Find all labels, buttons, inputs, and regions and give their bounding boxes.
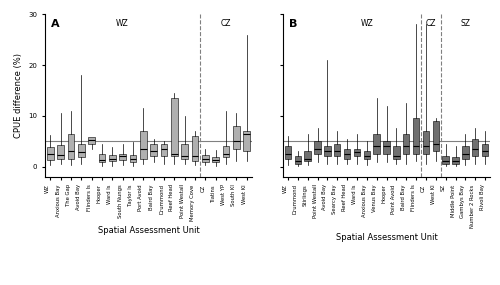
- Text: WZ: WZ: [116, 19, 129, 28]
- PathPatch shape: [120, 154, 126, 160]
- PathPatch shape: [304, 151, 311, 162]
- PathPatch shape: [354, 149, 360, 156]
- PathPatch shape: [284, 146, 291, 159]
- PathPatch shape: [432, 121, 439, 151]
- PathPatch shape: [57, 145, 64, 159]
- PathPatch shape: [150, 144, 157, 156]
- PathPatch shape: [482, 144, 488, 156]
- PathPatch shape: [212, 157, 219, 162]
- PathPatch shape: [202, 155, 209, 162]
- Text: WZ: WZ: [360, 19, 373, 28]
- Text: SZ: SZ: [460, 19, 470, 28]
- PathPatch shape: [324, 146, 330, 156]
- PathPatch shape: [47, 147, 54, 160]
- PathPatch shape: [403, 134, 409, 154]
- PathPatch shape: [88, 137, 95, 144]
- PathPatch shape: [472, 139, 478, 156]
- PathPatch shape: [192, 136, 198, 162]
- PathPatch shape: [140, 131, 146, 159]
- PathPatch shape: [334, 144, 340, 156]
- Y-axis label: CPUE difference (%): CPUE difference (%): [14, 53, 23, 138]
- PathPatch shape: [314, 141, 320, 154]
- PathPatch shape: [462, 146, 468, 159]
- PathPatch shape: [171, 98, 177, 156]
- PathPatch shape: [413, 118, 420, 154]
- PathPatch shape: [68, 134, 74, 159]
- PathPatch shape: [160, 144, 168, 156]
- Text: CZ: CZ: [426, 19, 436, 28]
- PathPatch shape: [422, 131, 429, 154]
- PathPatch shape: [98, 154, 105, 162]
- X-axis label: Spatial Assessment Unit: Spatial Assessment Unit: [336, 233, 438, 242]
- PathPatch shape: [109, 155, 116, 162]
- X-axis label: Spatial Assessment Unit: Spatial Assessment Unit: [98, 226, 200, 235]
- PathPatch shape: [233, 126, 240, 149]
- PathPatch shape: [393, 146, 400, 159]
- PathPatch shape: [374, 134, 380, 154]
- Text: B: B: [289, 19, 298, 29]
- PathPatch shape: [344, 149, 350, 159]
- PathPatch shape: [364, 151, 370, 159]
- PathPatch shape: [294, 156, 301, 164]
- Text: CZ: CZ: [221, 19, 232, 28]
- PathPatch shape: [244, 131, 250, 151]
- PathPatch shape: [130, 155, 136, 162]
- PathPatch shape: [384, 141, 390, 154]
- PathPatch shape: [222, 146, 230, 157]
- PathPatch shape: [78, 144, 84, 157]
- Text: A: A: [51, 19, 60, 29]
- PathPatch shape: [182, 144, 188, 159]
- PathPatch shape: [452, 157, 458, 164]
- PathPatch shape: [442, 156, 449, 164]
